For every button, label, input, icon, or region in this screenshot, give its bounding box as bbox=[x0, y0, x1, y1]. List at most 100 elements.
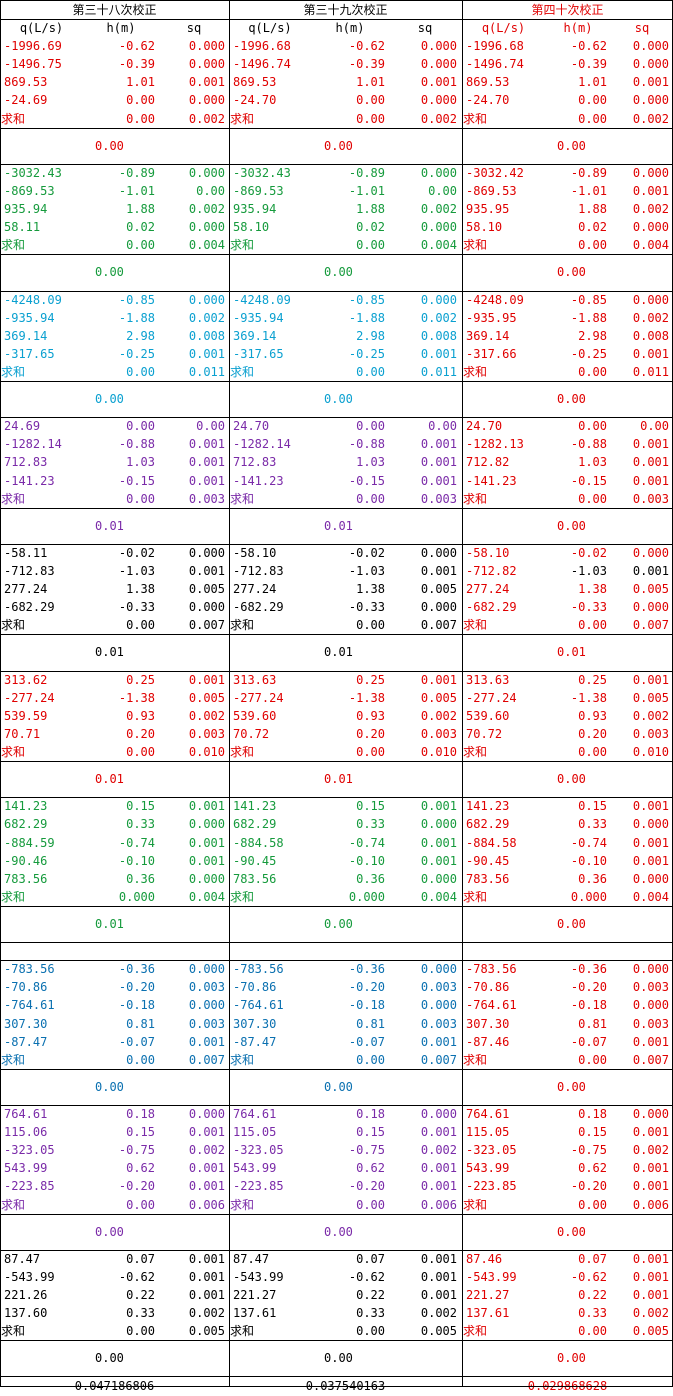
sq-value: 0.000 bbox=[188, 39, 225, 53]
sum-sq: 0.006 bbox=[188, 1198, 225, 1212]
h-value: 0.02 bbox=[356, 220, 385, 234]
sq-value: 0.001 bbox=[420, 1288, 457, 1302]
sq-value: 0.001 bbox=[632, 673, 669, 687]
sum-label: 求和 bbox=[230, 112, 255, 126]
q-value: 869.53 bbox=[4, 75, 48, 89]
closure-error: 0.00 bbox=[95, 392, 124, 406]
h-value: -0.07 bbox=[118, 1035, 155, 1049]
h-value: 0.00 bbox=[126, 93, 155, 107]
sum-sq: 0.007 bbox=[188, 618, 225, 632]
sum-sq: 0.004 bbox=[632, 238, 669, 252]
row-divider bbox=[0, 1069, 673, 1070]
h-value: 1.38 bbox=[356, 582, 385, 596]
q-value: 783.56 bbox=[4, 872, 48, 886]
q-value: -935.95 bbox=[466, 311, 517, 325]
sum-label: 求和 bbox=[463, 890, 488, 904]
q-value: 115.06 bbox=[4, 1125, 48, 1139]
data-row: -317.65 -0.25 0.001 -317.65 -0.25 0.001 -317.6… bbox=[0, 345, 673, 363]
total-value: 0.037540163 bbox=[305, 1379, 386, 1393]
sum-sq: 0.007 bbox=[632, 618, 669, 632]
sq-value: 0.00 bbox=[196, 184, 225, 198]
q-value: 307.30 bbox=[4, 1017, 48, 1031]
sq-value: 0.001 bbox=[188, 1252, 225, 1266]
sum-label: 求和 bbox=[1, 492, 26, 506]
data-row: -543.99 -0.62 0.001 -543.99 -0.62 0.001 -543.9… bbox=[0, 1268, 673, 1286]
q-value: 764.61 bbox=[233, 1107, 277, 1121]
data-row: -323.05 -0.75 0.002 -323.05 -0.75 0.002 -323.0… bbox=[0, 1141, 673, 1159]
q-value: 935.94 bbox=[233, 202, 277, 216]
sum-sq: 0.010 bbox=[632, 745, 669, 759]
sum-label: 求和 bbox=[230, 238, 255, 252]
q-value: 87.46 bbox=[466, 1252, 503, 1266]
closure-error: 0.01 bbox=[324, 645, 353, 659]
column-header: sq bbox=[186, 21, 202, 35]
sq-value: 0.001 bbox=[632, 1161, 669, 1175]
h-value: 0.33 bbox=[578, 1306, 607, 1320]
sq-value: 0.000 bbox=[632, 817, 669, 831]
sum-h: 0.00 bbox=[578, 492, 607, 506]
h-value: -1.38 bbox=[118, 691, 155, 705]
h-value: 0.36 bbox=[126, 872, 155, 886]
h-value: 0.25 bbox=[578, 673, 607, 687]
h-value: 0.20 bbox=[356, 727, 385, 741]
q-value: 313.63 bbox=[466, 673, 510, 687]
data-row: 277.24 1.38 0.005 277.24 1.38 0.005 277.24 1.38… bbox=[0, 580, 673, 598]
row-divider bbox=[0, 381, 673, 382]
row-divider bbox=[0, 634, 673, 635]
panel-divider bbox=[462, 0, 463, 1387]
sq-value: 0.001 bbox=[420, 437, 457, 451]
h-value: -0.33 bbox=[570, 600, 607, 614]
gap-row: 0.01 0.01 0.00 bbox=[0, 761, 673, 797]
h-value: 0.36 bbox=[578, 872, 607, 886]
sum-h: 0.000 bbox=[570, 890, 607, 904]
h-value: -1.88 bbox=[570, 311, 607, 325]
q-value: -1496.75 bbox=[4, 57, 62, 71]
sum-h: 0.00 bbox=[356, 492, 385, 506]
h-value: 0.22 bbox=[578, 1288, 607, 1302]
column-header-row: q(L/s) h(m) sq q(L/s) h(m) sq q(L/s) h(m) sq bbox=[0, 19, 673, 37]
h-value: 0.15 bbox=[356, 1125, 385, 1139]
gap-row: 0.01 0.00 0.00 bbox=[0, 906, 673, 942]
sum-h: 0.00 bbox=[356, 745, 385, 759]
sum-label: 求和 bbox=[1, 1053, 26, 1067]
q-value: 783.56 bbox=[233, 872, 277, 886]
h-value: 1.03 bbox=[356, 455, 385, 469]
sum-h: 0.00 bbox=[126, 238, 155, 252]
h-value: -0.07 bbox=[348, 1035, 385, 1049]
row-divider bbox=[0, 1105, 673, 1106]
h-value: 0.36 bbox=[356, 872, 385, 886]
q-value: 70.71 bbox=[4, 727, 41, 741]
h-value: -1.01 bbox=[118, 184, 155, 198]
sq-value: 0.001 bbox=[188, 1035, 225, 1049]
sum-sq: 0.004 bbox=[188, 238, 225, 252]
sq-value: 0.001 bbox=[188, 799, 225, 813]
q-value: -223.85 bbox=[466, 1179, 517, 1193]
q-value: 869.53 bbox=[466, 75, 510, 89]
sq-value: 0.000 bbox=[188, 93, 225, 107]
sq-value: 0.000 bbox=[188, 872, 225, 886]
sum-label: 求和 bbox=[463, 238, 488, 252]
column-header: h(m) bbox=[563, 21, 593, 35]
sq-value: 0.005 bbox=[188, 582, 225, 596]
sum-label: 求和 bbox=[463, 492, 488, 506]
h-value: -0.36 bbox=[118, 962, 155, 976]
h-value: 0.20 bbox=[126, 727, 155, 741]
q-value: 58.11 bbox=[4, 220, 41, 234]
sum-label: 求和 bbox=[230, 745, 255, 759]
sq-value: 0.002 bbox=[632, 1143, 669, 1157]
sq-value: 0.002 bbox=[632, 709, 669, 723]
q-value: -223.85 bbox=[4, 1179, 55, 1193]
sum-label: 求和 bbox=[230, 1324, 255, 1338]
q-value: 369.14 bbox=[466, 329, 510, 343]
data-row: 712.83 1.03 0.001 712.83 1.03 0.001 712.82 1.03… bbox=[0, 453, 673, 471]
q-value: -87.46 bbox=[466, 1035, 510, 1049]
data-row: -90.46 -0.10 0.001 -90.45 -0.10 0.001 -90.45 -0… bbox=[0, 852, 673, 870]
q-value: -764.61 bbox=[466, 998, 517, 1012]
sum-h: 0.00 bbox=[126, 618, 155, 632]
q-value: 369.14 bbox=[4, 329, 48, 343]
sum-h: 0.00 bbox=[356, 238, 385, 252]
h-value: 0.25 bbox=[356, 673, 385, 687]
h-value: 2.98 bbox=[356, 329, 385, 343]
sum-label: 求和 bbox=[230, 365, 255, 379]
